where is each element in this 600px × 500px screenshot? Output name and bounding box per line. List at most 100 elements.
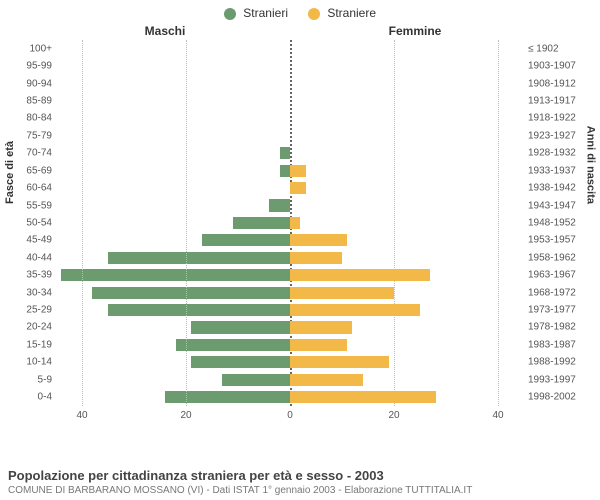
chart-row: 55-591943-1947	[56, 197, 524, 214]
bar-male	[61, 269, 290, 281]
age-label: 80-84	[8, 113, 52, 124]
age-label: 30-34	[8, 287, 52, 298]
chart-row: 90-941908-1912	[56, 75, 524, 92]
age-label: 50-54	[8, 217, 52, 228]
x-tick-label: 0	[287, 410, 293, 421]
legend-male-label: Stranieri	[243, 6, 288, 20]
legend-item-male: Stranieri	[224, 6, 288, 20]
age-label: 20-24	[8, 322, 52, 333]
year-label: 1978-1982	[528, 322, 592, 333]
bar-male	[233, 217, 290, 229]
chart-row: 40-441958-1962	[56, 249, 524, 266]
gridline	[82, 40, 83, 406]
gridline	[394, 40, 395, 406]
chart-row: 5-91993-1997	[56, 371, 524, 388]
bar-female	[290, 374, 363, 386]
chart-row: 75-791923-1927	[56, 127, 524, 144]
age-label: 0-4	[8, 392, 52, 403]
year-label: 1953-1957	[528, 235, 592, 246]
age-label: 55-59	[8, 200, 52, 211]
bar-male	[191, 356, 290, 368]
chart-row: 65-691933-1937	[56, 162, 524, 179]
year-label: 1963-1967	[528, 270, 592, 281]
bar-female	[290, 287, 394, 299]
bar-male	[191, 321, 290, 333]
chart-row: 95-991903-1907	[56, 57, 524, 74]
bar-female	[290, 252, 342, 264]
chart-row: 85-891913-1917	[56, 92, 524, 109]
x-tick-label: 20	[180, 410, 191, 421]
bar-female	[290, 391, 436, 403]
x-tick-label: 20	[388, 410, 399, 421]
age-label: 95-99	[8, 61, 52, 72]
x-axis-ticks: 40 20 0 20 40	[56, 410, 524, 422]
legend: Stranieri Straniere	[0, 0, 600, 20]
x-tick-label: 40	[76, 410, 87, 421]
year-label: 1968-1972	[528, 287, 592, 298]
year-label: 1983-1987	[528, 339, 592, 350]
rows-container: 100+≤ 190295-991903-190790-941908-191285…	[56, 40, 524, 406]
legend-item-female: Straniere	[308, 6, 376, 20]
bar-male	[92, 287, 290, 299]
gridline	[186, 40, 187, 406]
chart-row: 100+≤ 1902	[56, 40, 524, 57]
legend-female-label: Straniere	[327, 6, 376, 20]
bar-male	[108, 304, 290, 316]
year-label: 1973-1977	[528, 305, 592, 316]
year-label: 1918-1922	[528, 113, 592, 124]
age-label: 45-49	[8, 235, 52, 246]
age-label: 75-79	[8, 130, 52, 141]
chart-row: 50-541948-1952	[56, 214, 524, 231]
age-label: 90-94	[8, 78, 52, 89]
x-tick-label: 40	[492, 410, 503, 421]
chart-row: 20-241978-1982	[56, 319, 524, 336]
gridline	[498, 40, 499, 406]
bar-male	[108, 252, 290, 264]
chart-row: 10-141988-1992	[56, 354, 524, 371]
year-label: ≤ 1902	[528, 43, 592, 54]
age-label: 40-44	[8, 252, 52, 263]
bar-female	[290, 269, 430, 281]
bar-male	[269, 199, 290, 211]
chart-row: 15-191983-1987	[56, 336, 524, 353]
bar-male	[280, 165, 290, 177]
chart-row: 60-641938-1942	[56, 179, 524, 196]
bar-female	[290, 234, 347, 246]
year-label: 1948-1952	[528, 217, 592, 228]
age-label: 10-14	[8, 357, 52, 368]
chart-row: 45-491953-1957	[56, 232, 524, 249]
chart-row: 0-41998-2002	[56, 388, 524, 405]
footer: Popolazione per cittadinanza straniera p…	[8, 468, 592, 496]
swatch-female-icon	[308, 8, 320, 20]
year-label: 1908-1912	[528, 78, 592, 89]
chart-row: 35-391963-1967	[56, 266, 524, 283]
chart-title: Popolazione per cittadinanza straniera p…	[8, 468, 592, 483]
chart-subtitle: COMUNE DI BARBARANO MOSSANO (VI) - Dati …	[8, 485, 592, 496]
bar-male	[165, 391, 290, 403]
column-headers: Maschi Femmine	[0, 24, 600, 38]
bar-female	[290, 165, 306, 177]
age-label: 15-19	[8, 339, 52, 350]
bar-female	[290, 339, 347, 351]
bar-female	[290, 356, 389, 368]
bar-female	[290, 217, 300, 229]
chart-row: 80-841918-1922	[56, 110, 524, 127]
bar-male	[176, 339, 290, 351]
year-label: 1988-1992	[528, 357, 592, 368]
header-female: Femmine	[290, 24, 600, 38]
bar-female	[290, 321, 352, 333]
chart-row: 25-291973-1977	[56, 301, 524, 318]
plot: 100+≤ 190295-991903-190790-941908-191285…	[56, 40, 524, 406]
bar-female	[290, 304, 420, 316]
age-label: 65-69	[8, 165, 52, 176]
bar-male	[222, 374, 290, 386]
year-label: 1933-1937	[528, 165, 592, 176]
chart-row: 30-341968-1972	[56, 284, 524, 301]
year-label: 1938-1942	[528, 183, 592, 194]
year-label: 1928-1932	[528, 148, 592, 159]
bar-female	[290, 182, 306, 194]
chart-area: Fasce di età Anni di nascita 100+≤ 19029…	[8, 40, 592, 428]
year-label: 1958-1962	[528, 252, 592, 263]
age-label: 60-64	[8, 183, 52, 194]
age-label: 35-39	[8, 270, 52, 281]
